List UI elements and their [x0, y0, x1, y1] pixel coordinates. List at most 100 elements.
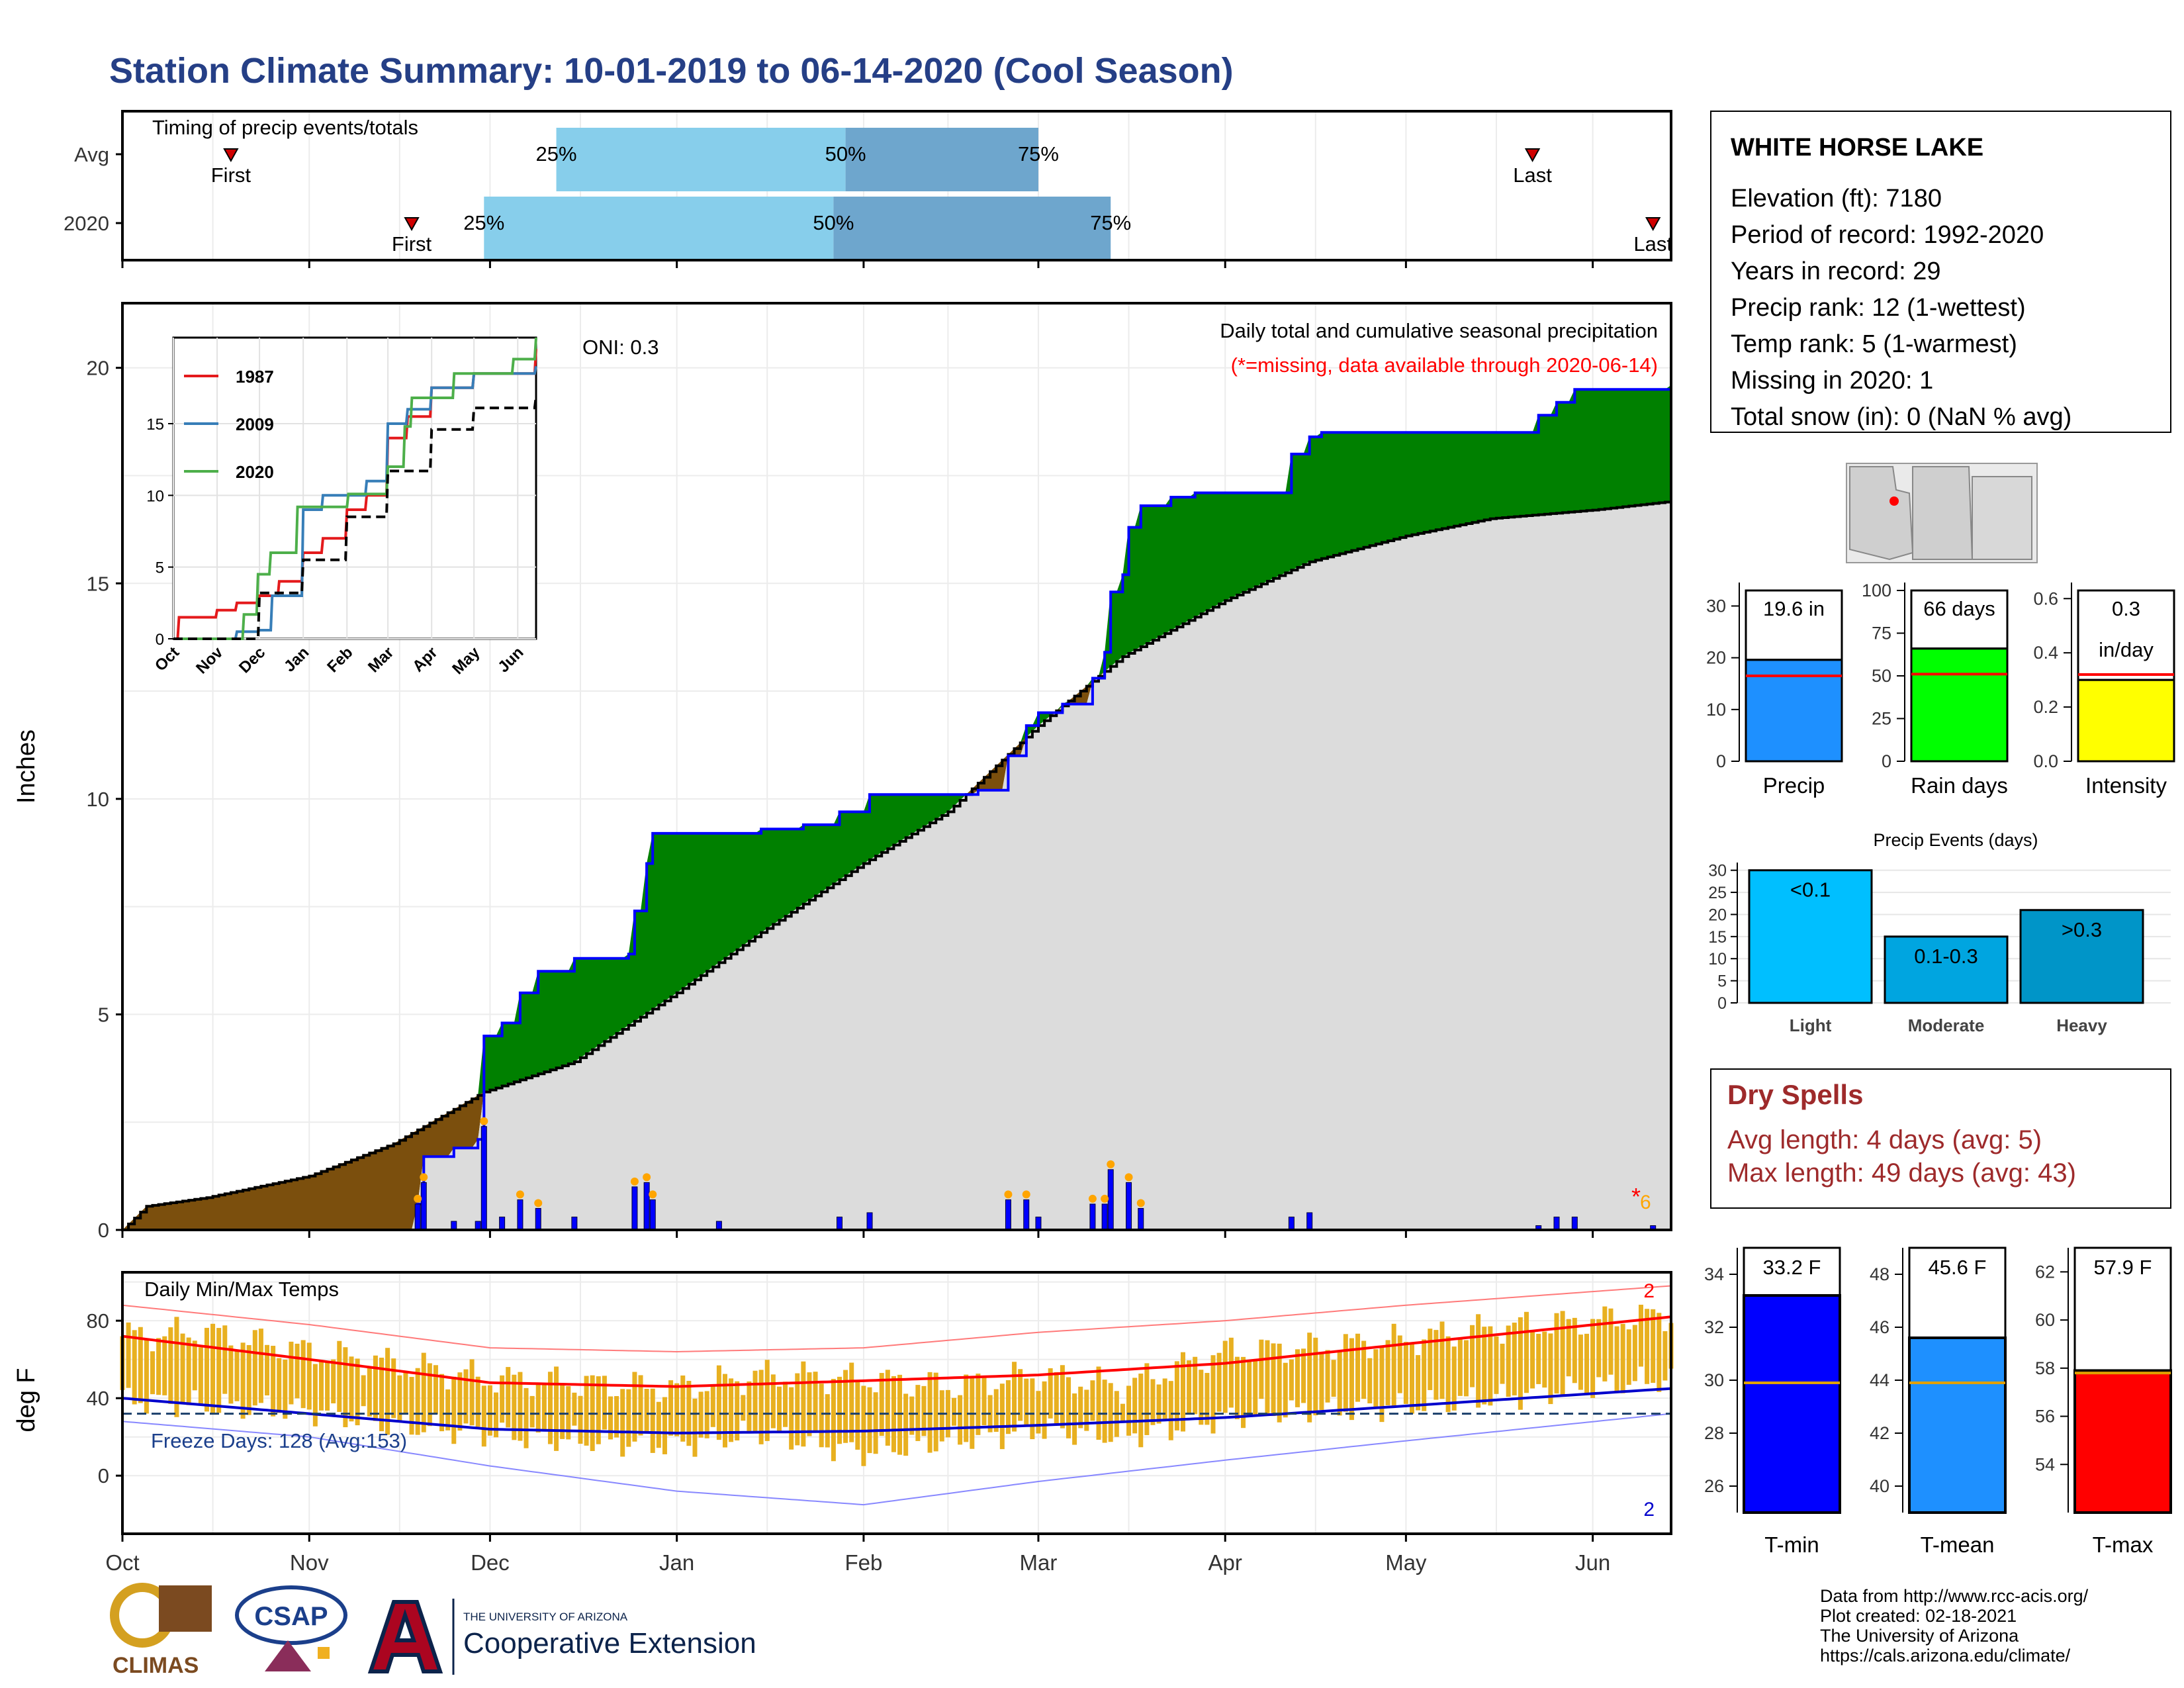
temp-summary-tick-label: 40: [1870, 1476, 1889, 1496]
daily-temp-bar: [283, 1359, 288, 1419]
daily-temp-bar: [572, 1392, 577, 1426]
daily-temp-bar: [1428, 1329, 1433, 1390]
station-box-frame: [1710, 111, 2171, 433]
daily-temp-bar: [1554, 1313, 1559, 1394]
timing-axis: [121, 260, 1594, 268]
daily-temp-bar: [240, 1342, 246, 1419]
daily-temp-bar: [1337, 1352, 1342, 1416]
event-marker-dot: [1101, 1194, 1109, 1203]
daily-temp-bar: [1313, 1337, 1318, 1416]
freeze-days-label: Freeze Days: 128 (Avg:153): [151, 1429, 407, 1452]
daily-temp-bar: [1205, 1373, 1210, 1425]
daily-temp-bar: [1566, 1319, 1571, 1377]
temp-panel-frame: [121, 1271, 1672, 1535]
daily-temp-bar: [644, 1389, 649, 1434]
timing-last-label: Last: [1513, 164, 1552, 187]
month-label: Apr: [1208, 1550, 1242, 1575]
daily-temp-bar: [770, 1374, 776, 1429]
daily-precip-bar: [1571, 1216, 1578, 1231]
daily-temp-bar: [228, 1345, 234, 1404]
daily-temp-bar: [403, 1371, 408, 1415]
precip-events-bar: [1748, 869, 1873, 1004]
station-info-box: WHITE HORSE LAKE Elevation (ft): 7180 Per…: [1710, 111, 2171, 433]
daily-temp-bar: [204, 1327, 209, 1412]
mini-bar-tick-label: 30: [1706, 596, 1726, 616]
daily-temp-bar: [216, 1328, 222, 1413]
daily-temp-bar: [1620, 1323, 1625, 1393]
daily-temp-bar: [1018, 1369, 1023, 1421]
timing-first-label: First: [392, 232, 432, 256]
daily-precip-bar: [649, 1199, 656, 1231]
daily-temp-bar: [535, 1383, 541, 1433]
daily-temp-bar: [819, 1383, 824, 1448]
inset-legend-label: 2009: [236, 414, 274, 434]
temp-summary-category-label: T-max: [2093, 1532, 2154, 1557]
daily-precip-bar: [535, 1207, 541, 1231]
daily-temp-bar: [258, 1329, 263, 1403]
daily-temp-bar: [222, 1325, 228, 1394]
csap-logo: CSAP: [235, 1585, 347, 1671]
mini-bar-value-unit: in/day: [2099, 638, 2154, 661]
daily-temp-bar: [879, 1373, 884, 1436]
daily-temp-bar: [945, 1389, 950, 1438]
daily-temp-bar: [1042, 1381, 1047, 1439]
daily-temp-bar: [126, 1322, 131, 1388]
daily-temp-bar: [1645, 1309, 1650, 1384]
daily-temp-bar: [964, 1374, 969, 1442]
daily-precip-bar: [571, 1216, 578, 1231]
timing-panel: 25% 50% 75% First Last Avg 25% 50% 75% First Last 2…: [64, 110, 1672, 268]
daily-temp-bar: [747, 1381, 752, 1433]
event-marker-dot: [649, 1190, 657, 1199]
station-info-line: Period of record: 1992-2020: [1731, 221, 2044, 249]
timing-panel-frame: [121, 110, 1672, 261]
temp-summary-tick-label: 26: [1704, 1476, 1724, 1496]
daily-temp-bar: [1572, 1317, 1577, 1383]
daily-temp-bar: [578, 1395, 583, 1444]
daily-temp-bar: [1343, 1334, 1348, 1412]
daily-temp-bar: [584, 1376, 589, 1446]
dry-spells-title: Dry Spells: [1727, 1079, 1863, 1110]
event-marker-dot: [643, 1173, 651, 1182]
temp-summary-tick-label: 48: [1870, 1264, 1889, 1284]
daily-temp-bar: [180, 1333, 185, 1403]
daily-temp-bar: [373, 1355, 378, 1421]
daily-temp-bar: [1602, 1306, 1608, 1382]
daily-temp-bar: [457, 1372, 463, 1431]
mini-bar-tick-label: 0: [1882, 751, 1891, 771]
daily-temp-bar: [1283, 1362, 1288, 1418]
daily-temp-bar: [1108, 1383, 1113, 1442]
daily-temp-bar: [265, 1344, 270, 1396]
daily-temp-bar: [1530, 1331, 1535, 1389]
daily-temp-bar: [981, 1376, 987, 1426]
daily-temp-bar: [1307, 1333, 1312, 1423]
csap-sun: [318, 1647, 330, 1659]
precip-events-bar: [1884, 935, 2009, 1004]
precip-events-tick-label: 10: [1708, 950, 1727, 968]
station-info-line: Precip rank: 12 (1-wettest): [1731, 294, 2026, 322]
average-cumulative-area: [122, 501, 1671, 1230]
daily-temp-bar: [289, 1341, 294, 1405]
temp-summary-bar: [1743, 1294, 1841, 1514]
daily-temp-bar: [716, 1365, 721, 1440]
daily-temp-bar: [295, 1343, 300, 1399]
mini-bar-value: [2077, 679, 2175, 763]
mini-bar-category-label: Intensity: [2085, 773, 2167, 798]
daily-temp-bar: [1608, 1308, 1614, 1375]
daily-temp-bar: [300, 1340, 306, 1409]
precip-ytick-label: 20: [87, 357, 109, 380]
daily-temp-bar: [246, 1344, 251, 1415]
temp-summary-tick-label: 28: [1704, 1423, 1724, 1443]
precip-events-category-label: Heavy: [2056, 1015, 2107, 1035]
inset-lines: [173, 337, 537, 640]
timing-first-label: First: [211, 164, 251, 187]
daily-temp-bar: [361, 1375, 366, 1407]
daily-temp-bar: [1373, 1349, 1379, 1408]
month-label: Jan: [659, 1550, 694, 1575]
inset-background: [172, 336, 537, 640]
daily-temp-bar: [710, 1383, 715, 1427]
temp-summary-bar: [1908, 1336, 2007, 1514]
inset-legend: 1987 2009 2020: [184, 367, 274, 482]
dry-spells-frame: [1710, 1068, 2171, 1209]
timing-label-75: 75%: [1090, 211, 1131, 234]
daily-temp-bar: [1632, 1325, 1637, 1382]
